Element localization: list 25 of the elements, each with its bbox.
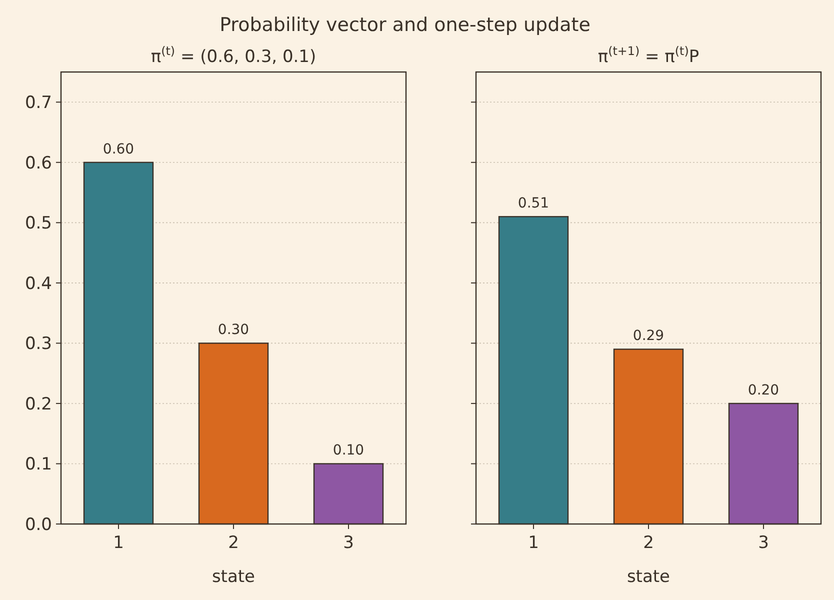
x-tick-label: 2 (643, 533, 654, 553)
x-tick-label: 1 (113, 533, 124, 553)
x-tick-label: 3 (758, 533, 769, 553)
x-tick-label: 1 (528, 533, 539, 553)
y-tick-label: 0.6 (24, 153, 52, 174)
y-tick-label: 0.5 (24, 214, 52, 234)
y-tick-label: 0.1 (24, 454, 52, 475)
chart-subtitle: π$^{(t)}$ = (0.6, 0.3, 0.1) (150, 44, 316, 67)
x-tick-label: 3 (343, 533, 354, 553)
data-label: 0.10 (332, 442, 364, 459)
x-tick-label: 2 (228, 533, 239, 553)
data-label: 0.29 (632, 328, 664, 344)
y-tick-label: 0.2 (24, 394, 52, 414)
x-axis-title: state (212, 567, 256, 587)
data-label: 0.60 (102, 141, 134, 158)
y-tick-label: 0.4 (24, 274, 52, 294)
chart-subtitle: π$^{(t+1)}$ = π$^{(t)}$P (598, 44, 700, 67)
data-label: 0.20 (748, 382, 780, 398)
y-tick-label: 0.3 (24, 334, 52, 354)
x-axis-title: state (626, 567, 670, 587)
y-tick-label: 0.0 (24, 514, 52, 535)
y-tick-label: 0.7 (24, 93, 52, 114)
chart-title: Probability vector and one-step update (220, 14, 590, 36)
data-label: 0.51 (518, 196, 550, 212)
data-label: 0.30 (218, 322, 250, 338)
